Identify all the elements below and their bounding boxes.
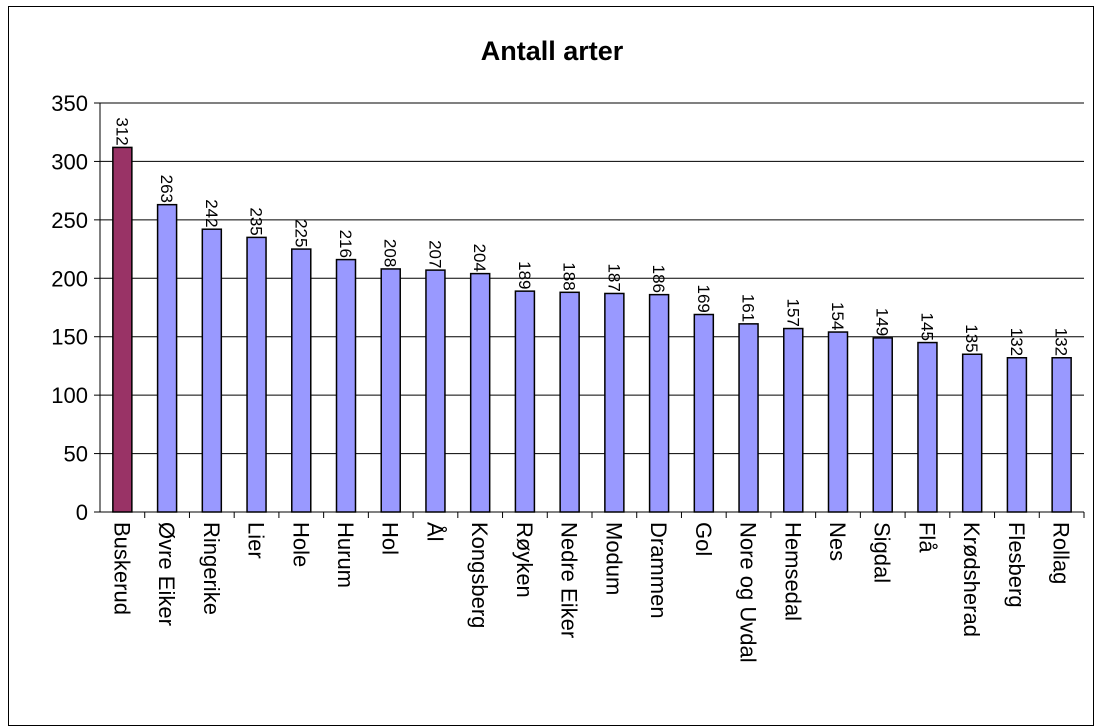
data-label: 187 [604, 263, 623, 291]
y-tick-label: 0 [76, 500, 88, 525]
category-label: Øvre Eiker [154, 522, 179, 626]
data-label: 157 [783, 299, 802, 327]
y-tick-label: 100 [51, 383, 88, 408]
data-label: 189 [515, 261, 534, 289]
data-label: 263 [157, 175, 176, 203]
bar-nore-og-uvdal [738, 323, 759, 513]
data-label: 207 [425, 240, 444, 268]
data-label: 188 [560, 262, 579, 290]
bar-ringerike [201, 228, 223, 513]
data-label: 132 [1007, 328, 1026, 356]
category-label: Lier [244, 522, 269, 559]
labels: 312 Buskerud 263 Øvre Eiker 242 Ringerike 235 L… [109, 117, 1073, 662]
bar-røyken [514, 290, 536, 513]
category-label: Ål [422, 522, 447, 542]
data-label: 135 [962, 324, 981, 352]
category-label: Nes [825, 522, 850, 561]
y-tick-label: 300 [51, 149, 88, 174]
category-label: Nedre Eiker [557, 522, 582, 638]
category-label: Flesberg [1004, 522, 1029, 608]
axes: 0 50 100 150 200 250 300 350 [51, 91, 1085, 525]
bar-nes [827, 331, 849, 513]
bar-hemsedal [783, 327, 804, 513]
data-label: 235 [247, 207, 266, 235]
chart-frame [8, 6, 1094, 726]
data-label: 169 [694, 285, 713, 313]
bar-hurum [335, 258, 357, 513]
data-label: 161 [739, 294, 758, 322]
category-label: Hemsedal [780, 522, 805, 621]
data-label: 225 [291, 219, 310, 247]
category-label: Nore og Uvdal [736, 522, 761, 663]
bar-sigdal [872, 337, 893, 513]
data-label: 312 [112, 117, 131, 145]
bar-kongsberg [469, 272, 491, 513]
data-label: 149 [873, 308, 892, 336]
bars [112, 146, 1072, 513]
bar-drammen [648, 293, 670, 513]
chart-title: Antall arter [480, 36, 624, 66]
category-label: Hole [288, 522, 313, 567]
y-tick-label: 50 [64, 442, 88, 467]
bar-modum [604, 292, 625, 513]
category-label: Krødsherad [959, 522, 984, 637]
category-label: Flå [914, 522, 939, 553]
category-label: Gol [691, 522, 716, 556]
bar-lier [246, 236, 267, 513]
category-label: Ringerike [199, 522, 224, 615]
data-label: 242 [202, 199, 221, 227]
category-label: Røyken [512, 522, 537, 598]
bar-nedre-eiker [559, 291, 580, 513]
bar-buskerud [112, 146, 133, 513]
category-label: Kongsberg [467, 522, 492, 628]
category-label: Buskerud [109, 522, 134, 615]
category-label: Hurum [333, 522, 358, 588]
y-tick-label: 250 [51, 208, 88, 233]
bar-chart: 0 50 100 150 200 250 300 350 312 Buskerud 263 Øvre… [51, 91, 1085, 663]
data-label: 154 [828, 302, 847, 330]
bar-krødsherad [961, 353, 983, 513]
y-tick-label: 150 [51, 325, 88, 350]
y-tick-label: 200 [51, 266, 88, 291]
category-label: Hol [378, 522, 403, 555]
y-tick-label: 350 [51, 91, 88, 116]
bar-hole [291, 248, 312, 513]
category-label: Drammen [646, 522, 671, 619]
data-label: 145 [917, 313, 936, 341]
data-label: 208 [381, 239, 400, 267]
bar-gol [693, 313, 715, 513]
data-label: 204 [470, 244, 489, 272]
category-label: Sigdal [870, 522, 895, 583]
bar-ål [425, 269, 446, 513]
data-label: 186 [649, 265, 668, 293]
category-label: Modum [601, 522, 626, 595]
bar-flesberg [1006, 356, 1028, 513]
category-label: Rollag [1049, 522, 1074, 584]
bar-hol [380, 268, 401, 513]
data-label: 132 [1052, 328, 1071, 356]
bar-øvre-eiker [156, 203, 178, 513]
bar-flå [917, 341, 938, 513]
bar-rollag [1051, 356, 1072, 513]
data-label: 216 [336, 230, 355, 258]
